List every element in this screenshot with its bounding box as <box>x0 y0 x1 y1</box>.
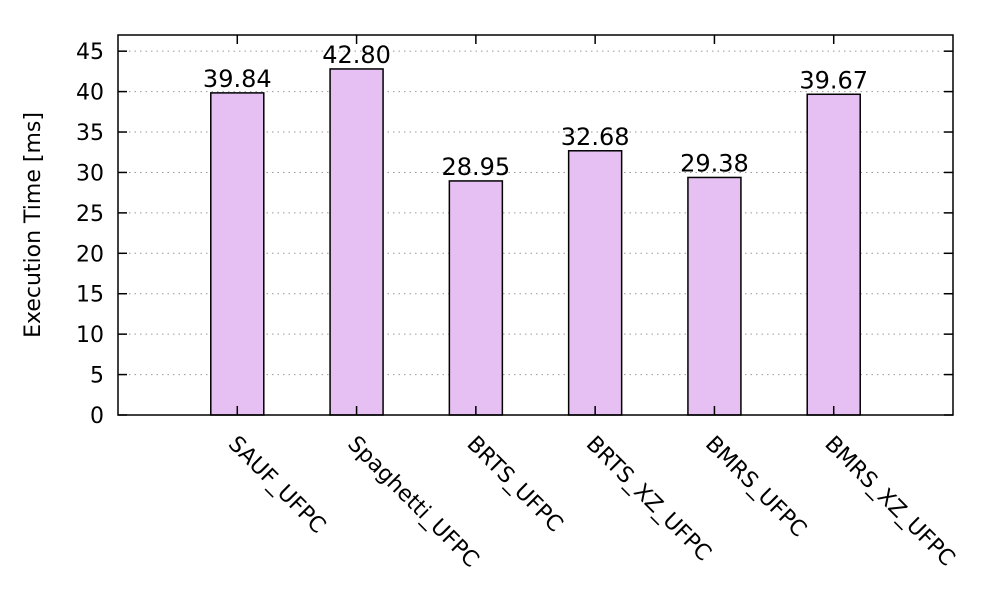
data-label: 42.80 <box>322 41 391 69</box>
y-axis-title: Execution Time [ms] <box>21 112 46 338</box>
y-tick-label: 35 <box>76 121 104 146</box>
y-tick-label: 15 <box>76 283 104 308</box>
y-tick-label: 0 <box>90 404 104 429</box>
data-label: 32.68 <box>561 123 630 151</box>
y-tick-label: 20 <box>76 242 104 267</box>
y-axis: 0 5 10 15 20 25 30 35 40 45 <box>76 40 953 429</box>
data-label: 28.95 <box>441 153 510 181</box>
x-tick-label: SAUF_UFPC <box>223 432 330 539</box>
bar <box>448 180 504 416</box>
y-tick-label: 40 <box>76 81 104 106</box>
bar <box>567 150 623 416</box>
data-label: 39.84 <box>203 65 272 93</box>
data-label: 29.38 <box>680 149 749 177</box>
y-tick-label: 10 <box>76 323 104 348</box>
y-tick-label: 25 <box>76 202 104 227</box>
bars: 39.84 42.80 28.95 32.68 29.38 39.67 <box>203 41 868 416</box>
x-tick-label: BRTS_UFPC <box>462 432 568 538</box>
bar <box>329 68 384 416</box>
bar <box>687 176 742 416</box>
x-tick-label: BRTS_XZ_UFPC <box>581 432 716 567</box>
y-tick-label: 5 <box>90 364 104 389</box>
bar <box>210 92 265 416</box>
x-tick-label: BMRS_UFPC <box>700 432 811 543</box>
x-tick-label: BMRS_XZ_UFPC <box>819 432 959 572</box>
y-tick-label: 45 <box>76 40 104 65</box>
y-tick-label: 30 <box>76 161 104 186</box>
x-tick-label: Spaghetti_UFPC <box>342 432 483 573</box>
bar <box>806 93 861 416</box>
data-label: 39.67 <box>799 66 868 94</box>
plot-frame <box>117 34 954 416</box>
